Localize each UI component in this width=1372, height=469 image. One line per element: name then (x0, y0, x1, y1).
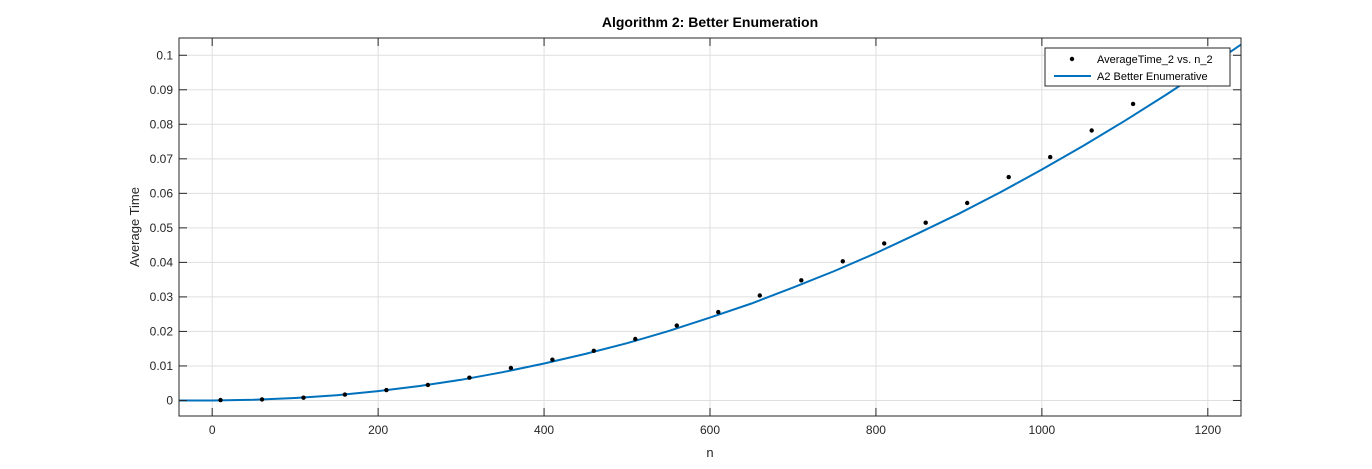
x-tick-label: 0 (209, 423, 216, 437)
y-tick-label: 0.06 (150, 186, 174, 200)
legend-entry-line: A2 Better Enumerative (1097, 71, 1208, 83)
data-point (550, 357, 555, 362)
data-point (218, 397, 223, 403)
x-tick-label: 1000 (1029, 423, 1056, 437)
y-tick-label: 0.09 (150, 83, 174, 97)
data-point (384, 387, 389, 393)
x-axis-label: n (706, 445, 713, 460)
data-point (1006, 174, 1011, 180)
data-point (425, 382, 431, 388)
x-tick-label: 1200 (1194, 423, 1221, 437)
fit-line (179, 43, 1241, 402)
legend-marker-scatter (1069, 56, 1075, 62)
x-axis: 0 200 400 600 800 1000 1200 (209, 38, 1221, 437)
data-point (1089, 128, 1094, 133)
chart-title: Algorithm 2: Better Enumeration (602, 14, 818, 30)
grid (179, 38, 1241, 416)
y-tick-label: 0.01 (150, 359, 174, 373)
data-point (633, 336, 638, 342)
y-tick-label: 0.03 (150, 290, 174, 304)
data-point (1130, 101, 1136, 107)
data-point (1048, 154, 1053, 160)
data-point (674, 323, 679, 328)
x-tick-label: 800 (866, 423, 886, 437)
series-layer (179, 43, 1241, 403)
legend: AverageTime_2 vs. n_2 A2 Better Enumerat… (1044, 47, 1231, 87)
data-point (840, 259, 845, 264)
y-tick-label: 0.02 (150, 324, 174, 338)
y-tick-label: 0.1 (156, 48, 173, 62)
y-axis-label: Average Time (127, 187, 142, 267)
legend-box (1044, 47, 1231, 87)
data-point (342, 392, 348, 397)
data-point (301, 395, 306, 400)
data-point (259, 397, 265, 402)
y-tick-label: 0.08 (150, 117, 174, 131)
y-tick-label: 0.05 (150, 221, 174, 235)
x-tick-label: 400 (534, 423, 554, 437)
data-point (799, 278, 804, 283)
y-tick-label: 0.07 (150, 152, 174, 166)
data-point (882, 241, 887, 246)
data-point (716, 309, 721, 315)
data-point (757, 293, 762, 298)
data-point (467, 375, 472, 380)
data-point (965, 200, 970, 206)
x-tick-label: 600 (700, 423, 720, 437)
y-tick-label: 0 (166, 393, 173, 407)
legend-entry-scatter: AverageTime_2 vs. n_2 (1097, 54, 1213, 66)
data-point (923, 220, 928, 225)
y-axis: 0 0.01 0.02 0.03 0.04 0.05 0.06 0.07 0.08 0.09 0.1 (150, 48, 1241, 407)
y-tick-label: 0.04 (150, 255, 174, 269)
data-point (508, 365, 514, 371)
data-point (591, 348, 596, 353)
x-tick-label: 200 (368, 423, 388, 437)
